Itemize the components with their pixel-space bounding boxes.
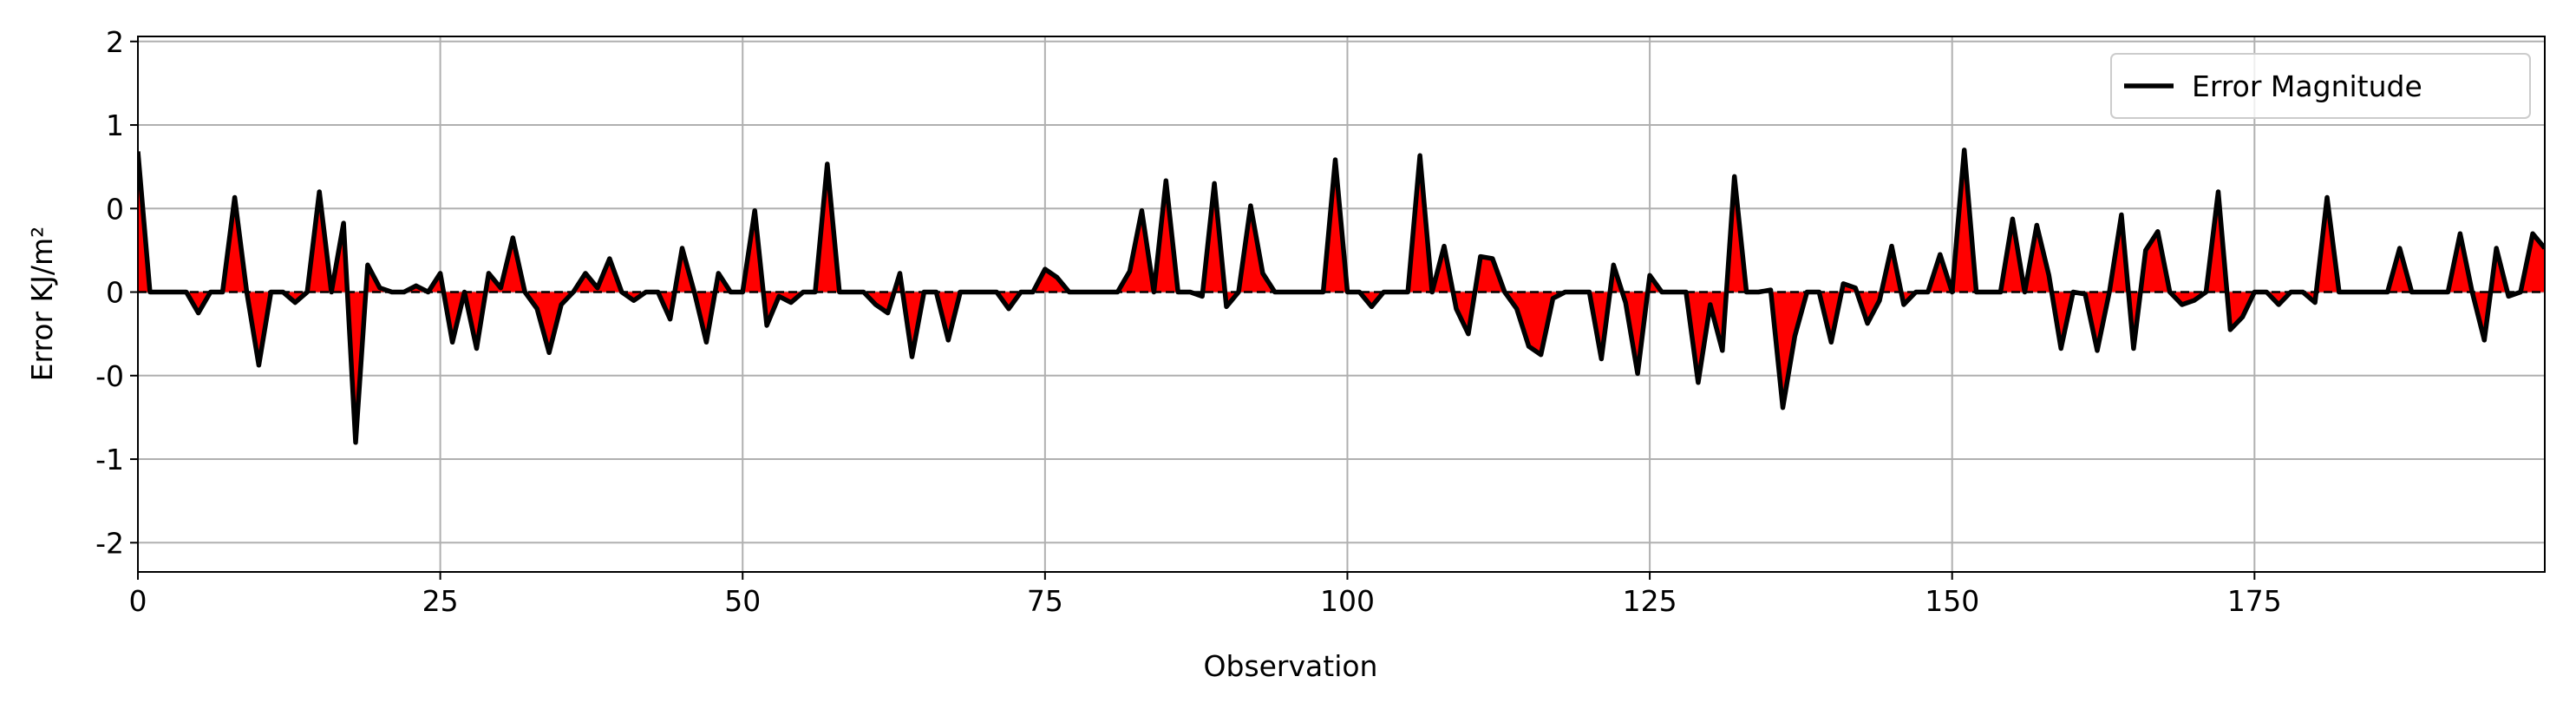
x-tick-label: 150 [1925, 584, 1979, 618]
x-tick-label: 75 [1027, 584, 1063, 618]
x-tick-label: 125 [1623, 584, 1677, 618]
y-axis-label: Error KJ/m² [25, 227, 59, 382]
y-tick-label: -0 [95, 359, 124, 393]
x-tick-label: 50 [724, 584, 761, 618]
axes-frame [137, 36, 2546, 573]
y-tick-label: -2 [95, 526, 124, 560]
y-tick-label: -1 [95, 443, 124, 476]
y-tick-label: 0 [106, 192, 124, 226]
x-axis-label: Observation [1204, 649, 1378, 683]
plot-area [138, 148, 2545, 445]
x-tick-label: 25 [422, 584, 459, 618]
x-tick-label: 0 [129, 584, 147, 618]
y-tick-label: 1 [106, 108, 124, 142]
legend-label: Error Magnitude [2192, 69, 2422, 103]
line [138, 148, 2545, 445]
legend: Error Magnitude [2110, 53, 2531, 119]
x-tick-label: 100 [1320, 584, 1375, 618]
y-tick-label: 0 [106, 276, 124, 310]
x-tick-label: 175 [2227, 584, 2282, 618]
y-tick-label: 2 [106, 25, 124, 59]
area [138, 149, 2545, 443]
legend-box [2110, 53, 2531, 119]
